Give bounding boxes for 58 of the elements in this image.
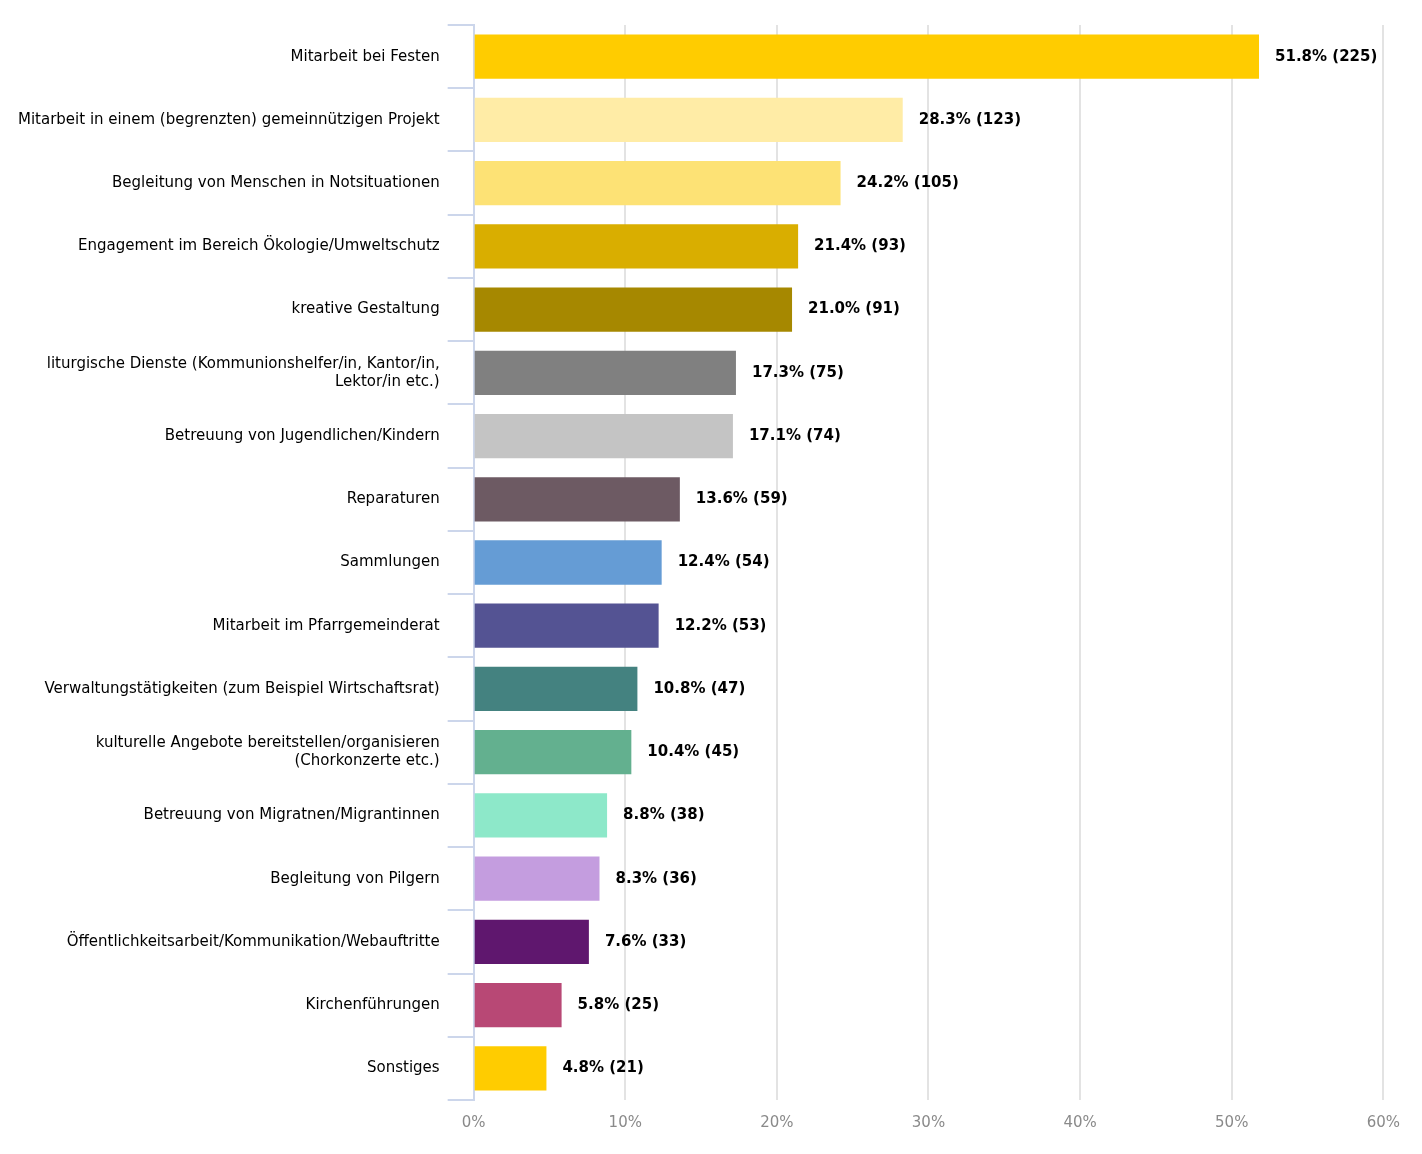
data-label: 17.3% (75) [751, 362, 844, 381]
bar [474, 856, 600, 901]
bar [474, 413, 733, 459]
y-tick-label: Verwaltungstätigkeiten (zum Beispiel Wirtschaftsrat) [44, 678, 440, 697]
y-tick-label: Mitarbeit im Pfarrgemeinderat [212, 615, 440, 634]
y-tick-label: liturgische Dienste (Kommunionshelfer/in, Kantor/in, Lektor/in etc.) [46, 353, 440, 390]
x-tick-label: 10% [608, 1112, 642, 1131]
y-tick-label: Engagement im Bereich Ökologie/Umweltschutz [77, 235, 440, 255]
x-tick-label: 40% [1063, 1112, 1097, 1131]
y-tick-label: Sonstiges [367, 1058, 440, 1077]
y-tick-label: Betreuung von Migratnen/Migrantinnen [143, 805, 440, 824]
data-label: 12.2% (53) [674, 615, 767, 634]
x-tick-label: 0% [461, 1112, 486, 1131]
y-tick-label: Betreuung von Jugendlichen/Kindern [164, 425, 440, 444]
y-tick-label: Sammlungen [340, 552, 440, 571]
y-tick-label: Mitarbeit in einem (begrenzten) gemeinnützigen Projekt [17, 109, 440, 128]
y-tick-label: Öffentlichkeitsarbeit/Kommunikation/Webauftritte [66, 930, 440, 950]
data-label: 51.8% (225) [1275, 46, 1378, 65]
data-label: 7.6% (33) [604, 931, 687, 950]
y-tick-label: Begleitung von Pilgern [270, 868, 440, 887]
y-tick-label: Reparaturen [346, 489, 440, 508]
bar [474, 477, 680, 522]
bar [474, 540, 662, 585]
bar [474, 730, 632, 775]
y-tick-label: Mitarbeit bei Festen [290, 46, 440, 65]
data-label: 5.8% (25) [577, 995, 660, 1014]
bar [474, 350, 736, 395]
bar [474, 287, 793, 332]
data-label: 21.4% (93) [814, 236, 906, 255]
x-tick-label: 60% [1366, 1112, 1400, 1131]
bar [474, 97, 903, 142]
bar [474, 919, 589, 965]
bar [474, 793, 608, 838]
x-tick-label: 50% [1215, 1112, 1249, 1131]
bar [474, 160, 841, 206]
data-label: 24.2% (105) [856, 172, 959, 191]
data-label: 8.8% (38) [623, 805, 705, 824]
x-tick-label: 30% [911, 1112, 946, 1131]
data-label: 13.6% (59) [695, 489, 788, 508]
data-label: 28.3% (123) [918, 109, 1022, 128]
data-label: 17.1% (74) [748, 425, 841, 444]
data-label: 10.8% (47) [653, 678, 746, 697]
data-label: 10.4% (45) [647, 742, 740, 761]
bar [474, 224, 799, 269]
data-label: 12.4% (54) [677, 552, 770, 571]
x-tick-label: 20% [760, 1112, 794, 1131]
y-tick-label: kreative Gestaltung [291, 299, 440, 318]
data-label: 8.3% (36) [615, 868, 697, 887]
data-label: 4.8% (21) [562, 1058, 644, 1077]
bar [474, 983, 562, 1028]
bar [474, 1046, 547, 1091]
bar [474, 34, 1260, 79]
y-tick-label: Begleitung von Menschen in Notsituationen [112, 172, 440, 191]
y-tick-label: Kirchenführungen [305, 995, 440, 1014]
bar [474, 603, 659, 648]
bar [474, 666, 638, 712]
y-tick-label: kulturelle Angebote bereitstellen/organisieren (Chorkonzerte etc.) [95, 733, 440, 770]
data-label: 21.0% (91) [808, 299, 900, 318]
